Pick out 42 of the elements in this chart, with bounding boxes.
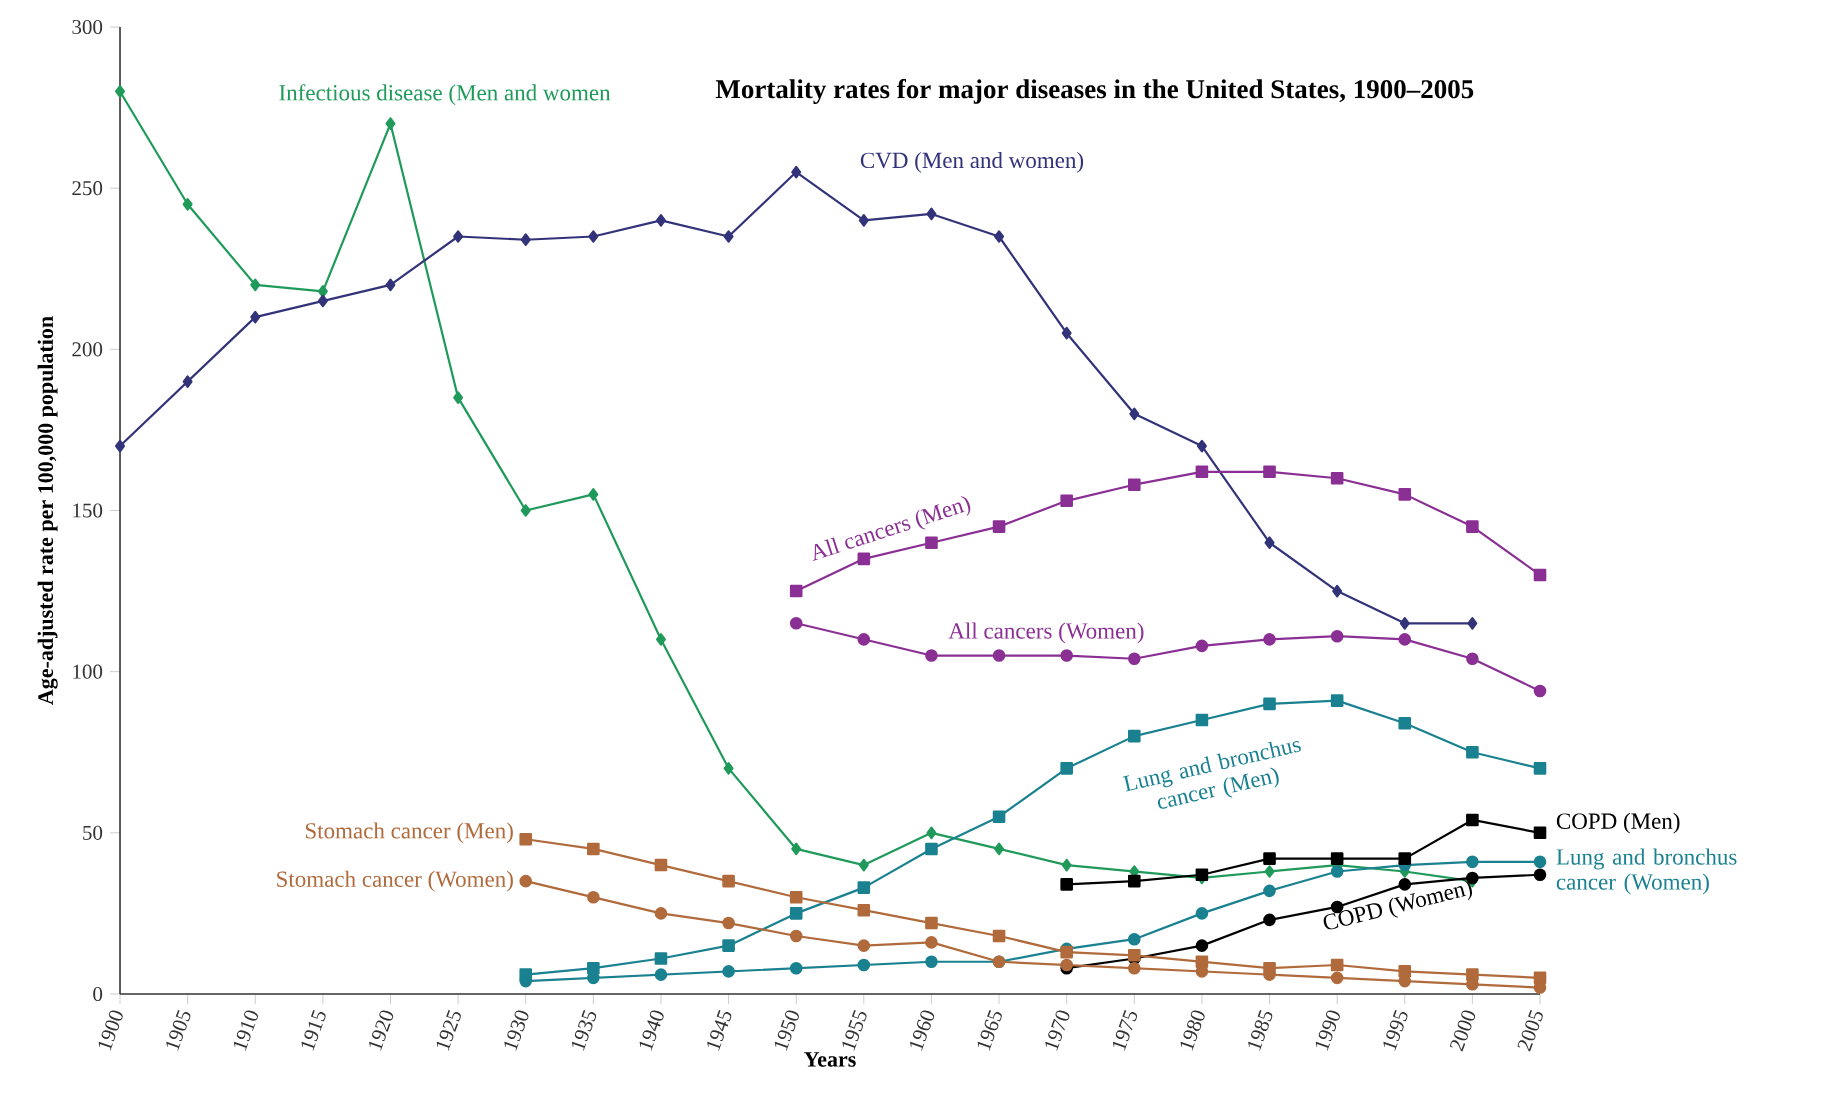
x-tick-label: 1960 (910, 1010, 935, 1051)
x-tick-label: 1910 (233, 1010, 258, 1051)
y-tick-label: 50 (83, 825, 103, 840)
x-tick-label: 1940 (639, 1010, 664, 1051)
series-label: COPD (Men) (1556, 812, 1680, 834)
y-tick-label: 150 (73, 503, 103, 518)
x-tick-label: 2000 (1449, 1010, 1476, 1052)
y-axis-title: Age-adjusted rate per 100,000 population (37, 316, 58, 705)
x-tick-label: 1955 (842, 1010, 867, 1051)
x-tick-label: 1970 (1045, 1010, 1070, 1051)
text: Lung and bronchus cancer (Men) (1122, 740, 1301, 809)
text: COPD (Women) (1323, 879, 1472, 930)
x-axis-title: Years (804, 1052, 856, 1067)
x-tick-label: 1925 (436, 1010, 461, 1051)
x-tick-label: 1915 (301, 1010, 326, 1051)
text: All cancers (Men) (813, 496, 971, 561)
x-tick-label: 1990 (1315, 1010, 1340, 1051)
x-tick-label: 1930 (504, 1010, 529, 1051)
y-tick-label: 300 (72, 19, 103, 35)
x-tick-label: 1980 (1180, 1010, 1205, 1051)
x-tick-label: 1965 (977, 1010, 1002, 1051)
x-tick-label: 1900 (98, 1010, 123, 1051)
series-label: Lung and bronchus cancer (Women) (1556, 848, 1737, 895)
x-tick-label: 1945 (707, 1010, 732, 1051)
text: Infectious disease (Men and women (279, 84, 611, 106)
x-tick-label: 1935 (571, 1010, 597, 1051)
series-label: All cancers (Women) (948, 622, 1144, 644)
x-tick-label: 1995 (1383, 1010, 1408, 1051)
y-tick-label: 0 (93, 986, 103, 1002)
y-tick-label: 250 (72, 181, 103, 196)
x-tick-label: 1975 (1112, 1010, 1138, 1051)
x-tick-label: 1920 (369, 1010, 394, 1051)
y-tick-label: 200 (72, 342, 103, 357)
x-tick-label: 1950 (774, 1010, 799, 1051)
x-tick-label: 2005 (1517, 1010, 1543, 1052)
text: Mortality rates for major diseases in the United States, 1900–2005 (715, 79, 1474, 104)
series-label: Stomach cancer (Women) (277, 870, 513, 892)
x-tick-label: 1905 (166, 1010, 191, 1051)
y-tick-label: 100 (73, 664, 103, 679)
x-tick-label: 1985 (1248, 1010, 1273, 1051)
series-label: CVD (Men and women) (860, 151, 1084, 173)
series-label: Stomach cancer (Men) (305, 822, 513, 844)
